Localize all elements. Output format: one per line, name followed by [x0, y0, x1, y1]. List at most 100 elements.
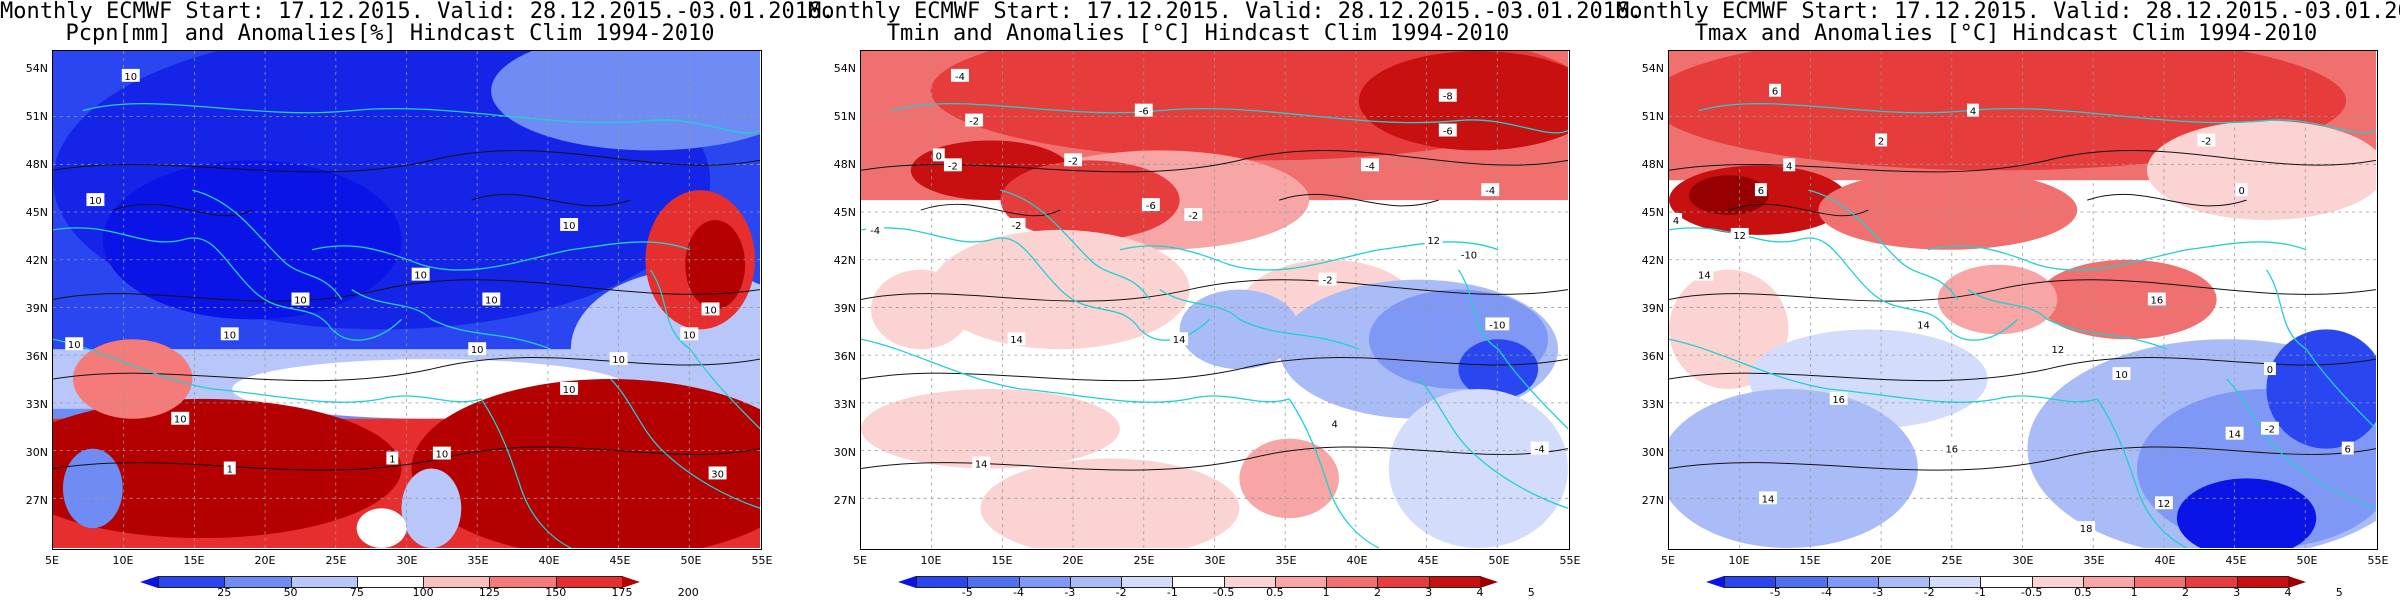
- contour-label-box: [2112, 367, 2131, 381]
- latitude-tick-label: 45N: [1641, 206, 1664, 219]
- contour-label: 10: [124, 72, 137, 83]
- contour-label-box: [2077, 521, 2096, 535]
- panel-subtitle: Pcpn[mm] and Anomalies[%] Hindcast Clim …: [65, 21, 715, 46]
- contour-label-box: [468, 342, 487, 356]
- contour-label-box: [866, 222, 885, 236]
- anomaly-region: [2147, 120, 2376, 220]
- contour-label-box: [1754, 183, 1767, 197]
- contour-label: 10: [683, 330, 696, 341]
- contour-label-box: [2147, 292, 2166, 306]
- coastline: [1457, 269, 1568, 430]
- anomaly-field: -4 -2 -6 -8 -6 0 -2 -2 -4 -6 -2 -2 -4 -4 12 -10 -2 -10 14 1…: [861, 51, 1568, 548]
- anomaly-field: 6 4 2 -2 0 4 6 4 12 14 14 12 10 16 16 14 -2 0 6 14 12 18 16: [1669, 51, 2376, 548]
- colorbar-high-arrow: [622, 576, 640, 588]
- panel-title: Monthly ECMWF Start: 17.12.2015. Valid: …: [0, 0, 835, 24]
- latitude-tick-label: 54N: [1641, 62, 1664, 75]
- contour-label: 10: [174, 415, 187, 426]
- colorbar-tick-label: 0.5: [2074, 586, 2092, 599]
- contour-label: 1: [389, 455, 395, 466]
- colorbar-tick-label: 3: [2233, 586, 2241, 599]
- contour-line: [53, 279, 760, 302]
- contour-label: -4: [1365, 161, 1375, 172]
- contour-label-box: [1424, 232, 1443, 246]
- longitude-tick-label: 15E: [1799, 554, 1821, 567]
- colorbar-tick-label: 2: [2181, 586, 2189, 599]
- anomaly-region: [401, 468, 462, 548]
- latitude-tick-label: 51N: [25, 110, 48, 123]
- contour-label-box: [1829, 391, 1848, 405]
- contour-label-box: [680, 327, 699, 341]
- colorbar-tick-label: -1: [1974, 586, 1986, 599]
- anomaly-region: [861, 388, 1120, 469]
- longitude-tick-label: 25E: [325, 554, 347, 567]
- contour-label-box: [220, 327, 239, 341]
- contour-label: 0: [2267, 365, 2273, 376]
- contour-label-box: [1318, 272, 1337, 286]
- coastline: [351, 289, 552, 350]
- anomaly-region: [411, 379, 760, 548]
- contour-label: 2: [1878, 136, 1884, 147]
- contour-label: 6: [1758, 186, 1764, 197]
- contour-label: -10: [1461, 251, 1477, 262]
- latitude-tick-label: 39N: [25, 302, 48, 315]
- panel-title: Monthly ECMWF Start: 17.12.2015. Valid: …: [1616, 0, 2400, 24]
- contour-label-box: [1670, 213, 1683, 226]
- contour-label-box: [2235, 183, 2248, 197]
- longitude-tick-label: 10E: [112, 554, 134, 567]
- coastline: [192, 189, 343, 300]
- map-plot-area: -4 -2 -6 -8 -6 0 -2 -2 -4 -6 -2 -2 -4 -4 12 -10 -2 -10 14 1…: [860, 50, 1570, 550]
- contour-label: -2: [1188, 211, 1198, 222]
- latitude-tick-label: 39N: [833, 302, 856, 315]
- coastline: [1698, 103, 2376, 134]
- contour-label: -6: [1139, 107, 1149, 118]
- longitude-tick-label: 40E: [2154, 554, 2176, 567]
- contour-label-box: [1485, 317, 1510, 331]
- latitude-tick-label: 45N: [25, 206, 48, 219]
- longitude-tick-label: 5E: [45, 554, 59, 567]
- colorbar-tick-label: 175: [611, 586, 633, 599]
- contour-label: -2: [2201, 136, 2211, 147]
- anomaly-region: [2176, 478, 2317, 548]
- latitude-tick-label: 54N: [25, 62, 48, 75]
- contour-label-box: [1007, 332, 1026, 346]
- latitude-tick-label: 39N: [1641, 302, 1664, 315]
- contour-label: 4: [1970, 107, 1976, 118]
- contour-label: 12: [2052, 345, 2065, 356]
- contour-label-box: [1007, 217, 1026, 231]
- latitude-tick-label: 45N: [833, 206, 856, 219]
- anomaly-region: [870, 269, 971, 350]
- contour-label: -8: [1443, 92, 1453, 103]
- contour-line: [1669, 150, 2376, 173]
- contour-label-box: [972, 456, 991, 470]
- colorbar: [140, 576, 640, 588]
- anomaly-region: [2037, 259, 2217, 340]
- contour-label: -2: [969, 117, 979, 128]
- latitude-tick-label: 33N: [1641, 398, 1664, 411]
- longitude-tick-label: 35E: [1275, 554, 1297, 567]
- contour-label-box: [2197, 133, 2216, 147]
- colorbar-tick-label: -4: [1013, 586, 1025, 599]
- contour-label: 12: [1733, 231, 1746, 242]
- contour-label: 14: [1010, 335, 1023, 346]
- anomaly-region: [1179, 289, 1300, 370]
- contour-label: 14: [1762, 494, 1775, 505]
- contour-label-box: [482, 292, 501, 306]
- longitude-tick-label: 25E: [1133, 554, 1155, 567]
- panel-subtitle: Tmin and Anomalies [°C] Hindcast Clim 19…: [886, 21, 1510, 46]
- latitude-tick-label: 51N: [1641, 110, 1664, 123]
- contour-line: [861, 357, 1568, 382]
- contour-label: -2: [948, 161, 958, 172]
- anomaly-region: [72, 339, 193, 419]
- contour-line: [471, 193, 631, 207]
- map-panel: Monthly ECMWF Start: 17.12.2015. Valid: …: [0, 0, 835, 600]
- contour-label-box: [1942, 441, 1961, 455]
- contour-label-box: [432, 446, 451, 460]
- longitude-tick-label: 5E: [1661, 554, 1675, 567]
- coastline: [1159, 289, 1360, 350]
- contour-label-box: [1184, 208, 1203, 221]
- colorbar-high-arrow: [2288, 576, 2306, 588]
- contour-label-box: [386, 451, 399, 465]
- contour-label: 0: [936, 151, 942, 162]
- anomaly-field: 10 10 10 10 10 10 10 10 10 10 10 10 10 10 10 1 1 30: [53, 51, 760, 548]
- contour-line: [53, 357, 760, 382]
